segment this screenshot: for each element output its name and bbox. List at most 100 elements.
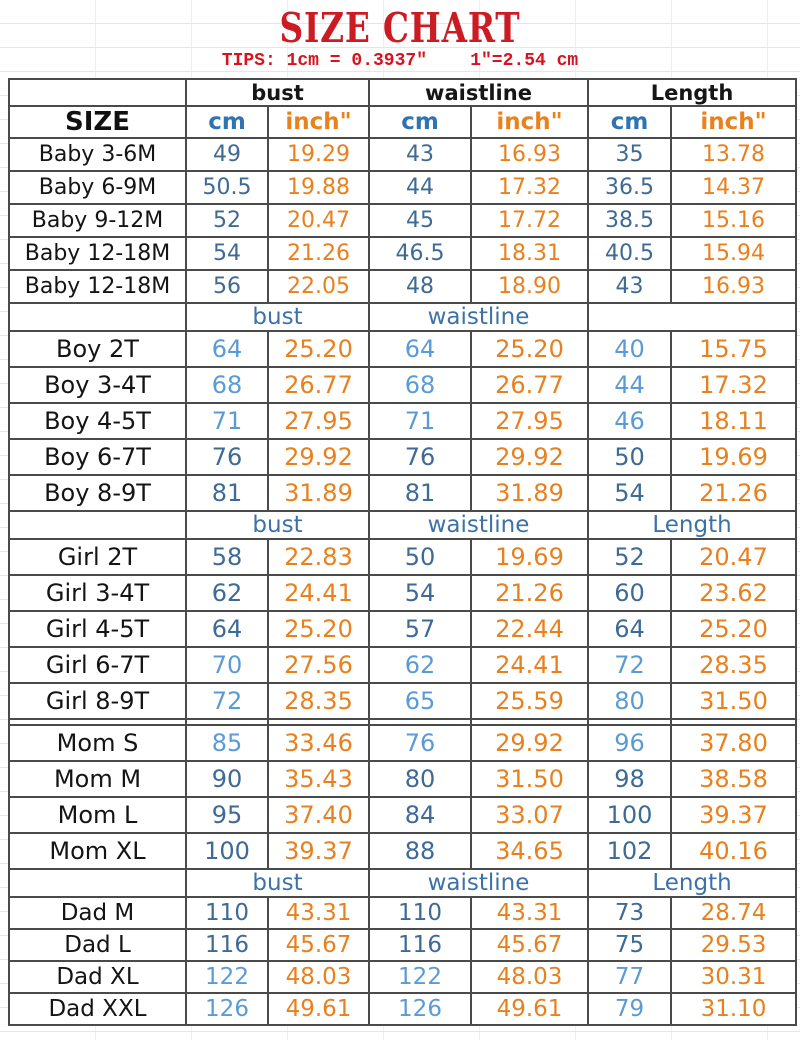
cm-value-cell: 72 [185,682,269,720]
cm-value-cell: 88 [368,832,472,870]
cm-value-cell: 102 [587,832,672,870]
cm-value-cell: 50.5 [185,170,269,205]
cm-value-cell: 65 [368,682,472,720]
size-label-cell: Mom M [8,760,187,798]
cm-value-cell: 38.5 [587,203,672,238]
inch-value-cell: 18.31 [470,236,589,271]
cm-value-cell: 44 [368,170,472,205]
cm-value-cell: 62 [185,574,269,612]
group-header-bust: bust [185,78,370,107]
inch-value-cell: 17.32 [470,170,589,205]
inch-value-cell: 31.89 [267,474,370,512]
inch-value-cell: 26.77 [267,366,370,404]
inch-value-cell: 15.16 [669,203,798,238]
size-label-cell: Boy 6-7T [8,438,187,476]
cm-value-cell: 116 [185,928,269,962]
inch-value-cell: 43.31 [470,896,589,930]
inch-value-cell: 22.83 [267,538,370,576]
inch-value-cell: 35.43 [267,760,370,798]
inch-value-cell: 24.41 [267,574,370,612]
cm-value-cell: 36.5 [587,170,672,205]
inch-value-cell: 43.31 [267,896,370,930]
cm-value-cell: 48 [368,269,472,304]
section-header-empty-cell [8,302,187,332]
spacer-cell [470,718,589,726]
size-label-cell: Mom L [8,796,187,834]
inch-value-cell: 25.59 [470,682,589,720]
section-header-empty-cell [8,510,187,540]
inch-value-cell: 19.69 [470,538,589,576]
inch-value-cell: 14.37 [669,170,798,205]
spacer-cell [587,718,672,726]
cm-value-cell: 44 [587,366,672,404]
size-label-cell: Baby 12-18M [8,269,187,304]
cm-value-cell: 73 [587,896,672,930]
inch-value-cell: 39.37 [267,832,370,870]
size-label-cell: Baby 12-18M [8,236,187,271]
inch-value-cell: 20.47 [267,203,370,238]
inch-value-cell: 40.16 [669,832,798,870]
inch-value-cell: 17.32 [669,366,798,404]
inch-value-cell: 25.20 [267,610,370,648]
column-header-inch: inch" [669,105,798,139]
size-label-cell: Girl 4-5T [8,610,187,648]
size-label-cell: Girl 2T [8,538,187,576]
cm-value-cell: 46.5 [368,236,472,271]
cm-value-cell: 76 [185,438,269,476]
cm-value-cell: 72 [587,646,672,684]
inch-value-cell: 18.11 [669,402,798,440]
size-label-cell: Boy 8-9T [8,474,187,512]
inch-value-cell: 22.44 [470,610,589,648]
cm-value-cell: 50 [587,438,672,476]
cm-value-cell: 49 [185,137,269,172]
inch-value-cell: 31.89 [470,474,589,512]
cm-value-cell: 77 [587,960,672,994]
inch-value-cell: 48.03 [267,960,370,994]
cm-value-cell: 56 [185,269,269,304]
spacer-cell [267,718,370,726]
cm-value-cell: 64 [368,330,472,368]
cm-value-cell: 62 [368,646,472,684]
inch-value-cell: 16.93 [669,269,798,304]
spacer-cell [368,718,472,726]
inch-value-cell: 29.92 [470,724,589,762]
cm-value-cell: 126 [368,992,472,1026]
size-label-cell: Dad M [8,896,187,930]
inch-value-cell: 20.47 [669,538,798,576]
size-chart-table: bust waistline Length SIZE cm inch" cm inch" cm i… [8,78,798,1026]
inch-value-cell: 29.92 [267,438,370,476]
group-header-empty-cell [8,78,187,107]
cm-value-cell: 50 [368,538,472,576]
cm-value-cell: 58 [185,538,269,576]
size-label-cell: Girl 6-7T [8,646,187,684]
inch-value-cell: 28.74 [669,896,798,930]
size-label-cell: Dad L [8,928,187,962]
inch-value-cell: 29.92 [470,438,589,476]
size-label-cell: Boy 3-4T [8,366,187,404]
cm-value-cell: 98 [587,760,672,798]
cm-value-cell: 100 [185,832,269,870]
inch-value-cell: 19.69 [669,438,798,476]
inch-value-cell: 16.93 [470,137,589,172]
group-header-waistline: waistline [368,78,589,107]
cm-value-cell: 76 [368,438,472,476]
inch-value-cell: 48.03 [470,960,589,994]
inch-value-cell: 24.41 [470,646,589,684]
inch-value-cell: 15.94 [669,236,798,271]
cm-value-cell: 45 [368,203,472,238]
section-header-length: Length [586,868,798,898]
section-header-bust: bust [185,302,370,332]
cm-value-cell: 64 [185,330,269,368]
size-label-cell: Mom XL [8,832,187,870]
cm-value-cell: 126 [185,992,269,1026]
inch-value-cell: 39.37 [669,796,798,834]
spacer-cell [669,718,798,726]
cm-value-cell: 54 [185,236,269,271]
cm-value-cell: 75 [587,928,672,962]
inch-value-cell: 31.50 [669,682,798,720]
cm-value-cell: 81 [368,474,472,512]
cm-value-cell: 122 [368,960,472,994]
cm-value-cell: 68 [368,366,472,404]
page-title: SIZE CHART [279,4,521,52]
